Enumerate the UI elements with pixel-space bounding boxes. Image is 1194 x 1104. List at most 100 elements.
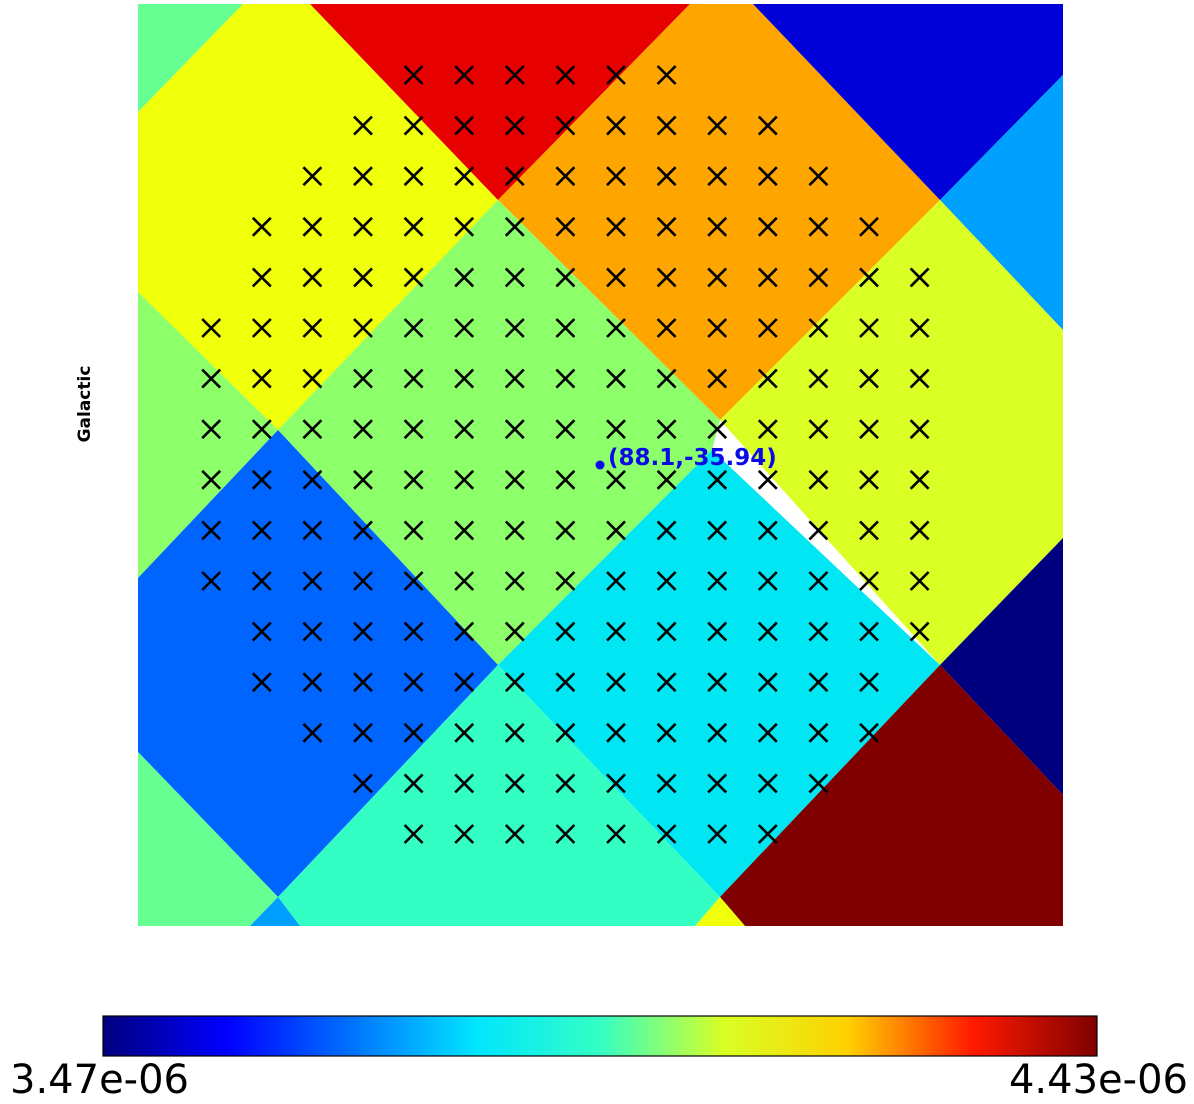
grid-marker [555,216,576,237]
grid-marker [757,520,778,541]
grid-marker [454,520,475,541]
center-annotation-text: (88.1,-35.94) [608,445,777,471]
grid-marker [606,571,626,591]
grid-marker [454,672,475,693]
grid-marker [454,115,475,136]
grid-marker [757,621,778,642]
grid-marker [454,419,475,440]
grid-marker [302,672,323,693]
grid-marker [454,216,475,237]
grid-marker [555,722,576,743]
grid-marker [454,773,475,794]
grid-marker [909,419,930,440]
grid-marker [504,166,525,187]
grid-marker [251,267,272,288]
center-point [595,460,605,470]
grid-marker [555,469,576,490]
grid-marker [251,469,272,490]
grid-marker [251,571,272,591]
pixel-top-yellow [138,4,498,430]
grid-marker [757,216,778,237]
pixel-bottom-aquamarine [278,665,720,926]
grid-marker [504,318,525,338]
grid-marker [302,166,323,187]
grid-marker [656,571,677,591]
grid-marker [403,318,424,338]
pixel-right-azure [940,75,1063,330]
grid-marker [859,318,879,338]
grid-marker [251,520,272,541]
center-annotation: (88.1,-35.94) [595,445,777,471]
grid-marker [504,267,525,288]
grid-marker [555,267,576,288]
grid-marker [201,368,222,389]
grid-marker [707,722,728,743]
grid-marker [504,368,525,389]
grid-marker [707,520,728,541]
grid-marker [302,520,323,541]
grid-marker [707,571,728,591]
grid-marker [656,216,677,237]
grid-marker [555,166,576,187]
grid-marker [859,672,879,693]
colorbar-max-label: 4.43e-06 [1009,1057,1188,1103]
grid-marker [656,773,677,794]
grid-marker [757,368,778,389]
grid-marker [707,672,728,693]
grid-marker [403,520,424,541]
grid-marker [555,419,576,440]
grid-marker [302,621,323,642]
grid-marker [707,419,728,440]
grid-marker [859,571,879,591]
grid-marker [909,368,930,389]
grid-marker [353,216,373,237]
grid-marker [403,621,424,642]
grid-marker [656,672,677,693]
grid-marker [454,469,475,490]
grid-marker [859,621,879,642]
grid-marker [504,65,525,85]
grid-marker [454,166,475,187]
grid-marker [606,672,626,693]
grid-marker [606,520,626,541]
grid-marker [606,216,626,237]
grid-marker [201,520,222,541]
grid-marker [606,368,626,389]
grid-marker [606,824,626,844]
grid-marker [403,824,424,844]
grid-marker [454,267,475,288]
grid-marker [656,722,677,743]
pixel-left-light-green [138,292,278,578]
grid-marker [454,824,475,844]
grid-marker [859,216,879,237]
grid-marker [302,216,323,237]
grid-marker [251,368,272,389]
grid-marker [606,621,626,642]
grid-marker [808,267,829,288]
grid-marker [353,520,373,541]
grid-marker [353,672,373,693]
grid-marker [302,267,323,288]
grid-marker [504,520,525,541]
grid-marker [302,571,323,591]
grid-marker [757,722,778,743]
grid-marker [606,267,626,288]
grid-marker [555,621,576,642]
grid-marker [353,419,373,440]
grid-marker [707,621,728,642]
grid-marker [656,368,677,389]
grid-marker [808,773,829,794]
grid-marker [353,571,373,591]
grid-marker [757,672,778,693]
grid-marker [302,722,323,743]
grid-marker [201,419,222,440]
grid-marker [504,722,525,743]
grid-marker [909,520,930,541]
pixel-center-cyan [498,450,940,897]
grid-marker [403,267,424,288]
grid-marker [909,318,930,338]
grid-marker [504,672,525,693]
grid-marker [302,318,323,338]
grid-marker [403,368,424,389]
